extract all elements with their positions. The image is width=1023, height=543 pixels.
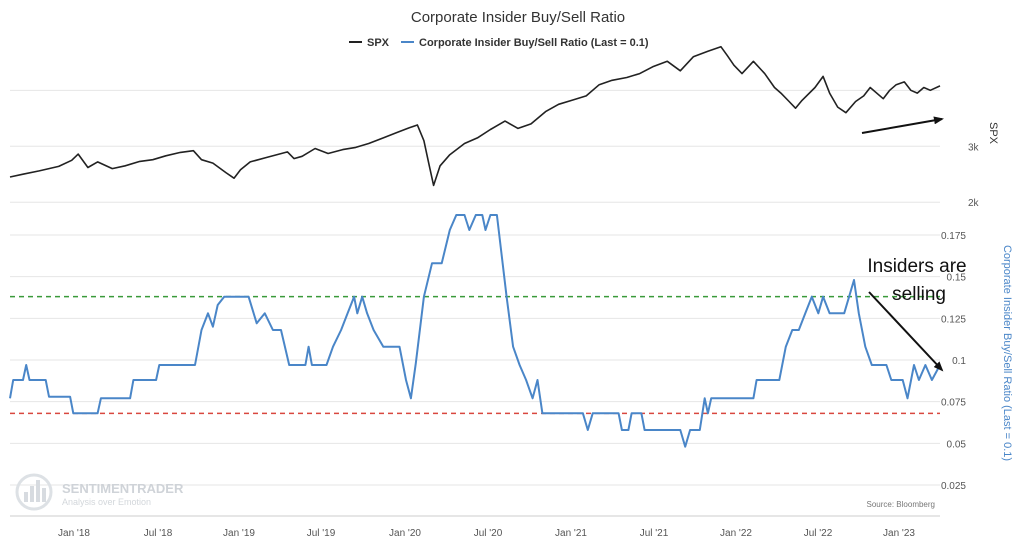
spx-axis-title: SPX bbox=[987, 122, 999, 145]
ratio-tick-label: 0.175 bbox=[941, 231, 966, 242]
spx-axis: 3k 2k bbox=[968, 142, 980, 209]
watermark: SENTIMENTRADER Analysis over Emotion bbox=[15, 473, 184, 511]
annotation-line-2: selling bbox=[892, 284, 946, 305]
ratio-tick-label: 0.025 bbox=[941, 481, 966, 492]
x-tick-label: Jan '18 bbox=[58, 528, 90, 539]
x-tick-label: Jul '22 bbox=[804, 528, 833, 539]
ratio-tick-label: 0.1 bbox=[952, 356, 966, 367]
series-line-spx bbox=[9, 45, 941, 187]
ratio-tick-label: 0.075 bbox=[941, 398, 966, 409]
legend: SPX Corporate Insider Buy/Sell Ratio (La… bbox=[349, 37, 649, 49]
x-tick-label: Jul '21 bbox=[640, 528, 669, 539]
ratio-tick-label: 0.125 bbox=[941, 314, 966, 325]
x-tick-label: Jan '20 bbox=[389, 528, 421, 539]
x-tick-label: Jan '22 bbox=[720, 528, 752, 539]
spx-tick-label: 2k bbox=[968, 198, 980, 209]
x-tick-label: Jan '23 bbox=[883, 528, 915, 539]
watermark-brand: SENTIMENTRADER bbox=[62, 481, 184, 496]
legend-label-spx[interactable]: SPX bbox=[367, 37, 390, 49]
watermark-tagline: Analysis over Emotion bbox=[62, 497, 151, 507]
annotation-arrow-ratio bbox=[868, 291, 944, 372]
series bbox=[9, 45, 941, 448]
x-tick-label: Jan '21 bbox=[555, 528, 587, 539]
bar-chart-logo-icon bbox=[15, 473, 53, 511]
annotation-arrow-spx bbox=[861, 116, 944, 134]
reference-lines bbox=[10, 295, 940, 415]
spx-tick-label: 3k bbox=[968, 142, 980, 153]
x-tick-label: Jan '19 bbox=[223, 528, 255, 539]
x-tick-label: Jul '20 bbox=[474, 528, 503, 539]
gridlines bbox=[10, 89, 940, 486]
ratio-tick-label: 0.05 bbox=[947, 439, 967, 450]
annotation: Insiders are selling bbox=[861, 116, 967, 372]
ratio-axis-title: Corporate Insider Buy/Sell Ratio (Last =… bbox=[1001, 245, 1013, 461]
x-axis: Jan '18 Jul '18 Jan '19 Jul '19 Jan '20 Jul '… bbox=[10, 515, 940, 539]
series-line-ratio bbox=[9, 214, 941, 448]
annotation-line-1: Insiders are bbox=[867, 256, 966, 277]
legend-label-ratio[interactable]: Corporate Insider Buy/Sell Ratio (Last =… bbox=[419, 37, 649, 49]
ratio-axis: 0.175 0.15 0.125 0.1 0.075 0.05 0.025 bbox=[941, 231, 966, 492]
chart-title: Corporate Insider Buy/Sell Ratio bbox=[411, 9, 625, 26]
x-tick-label: Jul '18 bbox=[144, 528, 173, 539]
x-tick-label: Jul '19 bbox=[307, 528, 336, 539]
source-note: Source: Bloomberg bbox=[867, 500, 935, 509]
ratio-tick-label: 0.15 bbox=[947, 273, 967, 284]
